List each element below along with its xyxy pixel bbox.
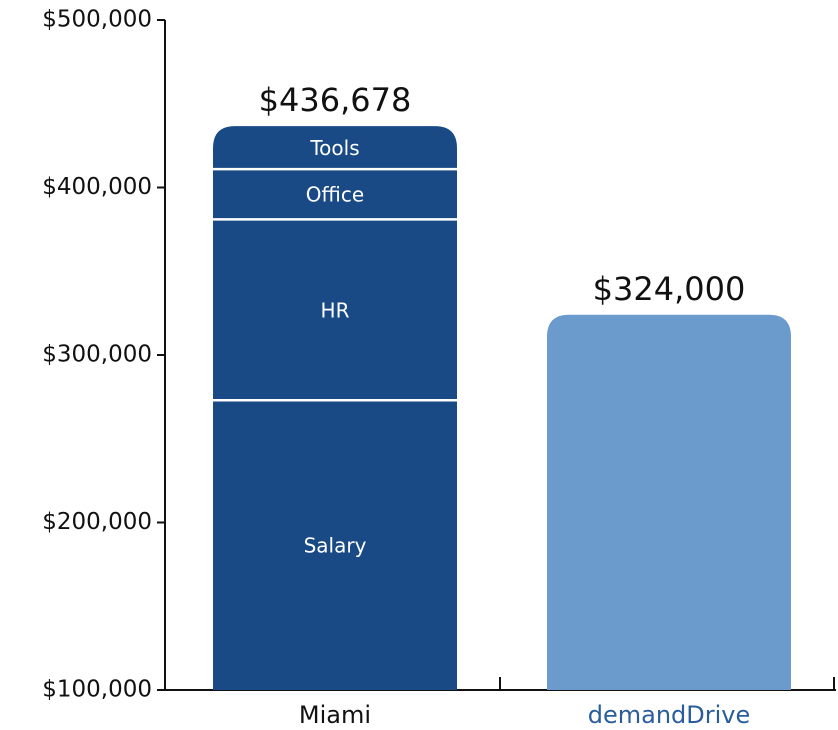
segment-label: Tools: [309, 136, 359, 160]
x-tick-label: demandDrive: [588, 701, 751, 729]
bar-segment: [547, 314, 791, 690]
x-tick-label: Miami: [299, 701, 371, 729]
y-tick-label: $400,000: [42, 174, 152, 200]
y-tick-label: $100,000: [42, 677, 152, 703]
y-tick-label: $200,000: [42, 509, 152, 535]
segment-label: Salary: [304, 534, 367, 558]
y-tick-label: $300,000: [42, 342, 152, 368]
total-label: $324,000: [593, 270, 746, 308]
bar-segment: [213, 169, 457, 220]
bar-segment: [213, 400, 457, 690]
bar-segment: [213, 126, 457, 170]
segment-label: Office: [306, 183, 364, 207]
total-label: $436,678: [259, 81, 412, 119]
segment-label: HR: [321, 298, 350, 322]
bar-segment: [213, 219, 457, 401]
y-tick-label: $500,000: [42, 7, 152, 33]
